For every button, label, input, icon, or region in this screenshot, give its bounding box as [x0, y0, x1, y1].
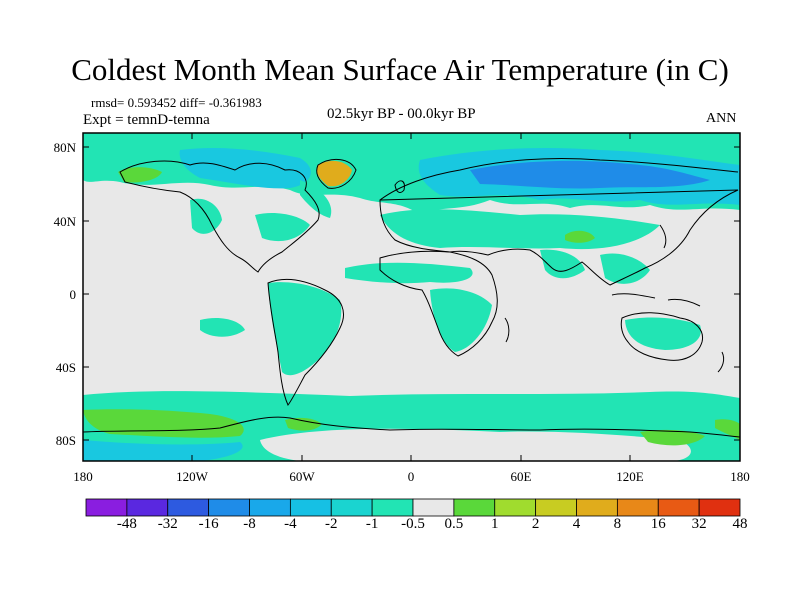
india-teal: [540, 249, 585, 279]
colorbar-label: -48: [116, 516, 137, 532]
colorbar-label: 4: [572, 516, 581, 532]
colorbar-swatch: [657, 498, 700, 517]
colorbar-swatch: [85, 498, 128, 517]
colorbar-swatch: [167, 498, 210, 517]
central-asia-green: [565, 230, 595, 243]
colorbar-label: 48: [732, 516, 748, 532]
antarctic-white-gap: [260, 428, 691, 461]
x-tick-label: 60W: [289, 469, 315, 484]
colorbar-label: -0.5: [401, 516, 425, 532]
colorbar-swatch: [126, 498, 169, 517]
coast-eurasia: [379, 157, 739, 286]
north-pacific-white-gap: [83, 185, 178, 223]
colorbar-label: 0.5: [444, 516, 464, 532]
x-tick-label: 120W: [176, 469, 208, 484]
africa-teal: [430, 288, 492, 352]
y-tick-label: 80N: [53, 140, 76, 155]
coast-indonesia: [611, 293, 701, 307]
colorbar-swatch: [698, 498, 741, 517]
south-america-teal: [268, 282, 342, 376]
canada-cyan-field: [179, 147, 311, 189]
colorbar-swatch: [616, 498, 659, 517]
period-text: 02.5kyr BP - 00.0kyr BP: [327, 106, 476, 122]
na-east-teal: [255, 213, 310, 242]
colorbar-swatch: [494, 498, 537, 517]
colorbar-swatch: [249, 498, 291, 517]
colorbar-label: -16: [198, 516, 219, 532]
weddell-green-field: [285, 417, 322, 431]
colorbar-label: 8: [613, 516, 622, 532]
colorbar-label: 32: [691, 516, 707, 532]
colorbar-swatch: [330, 498, 373, 517]
coast-greenland: [316, 158, 357, 189]
australia-teal: [625, 317, 701, 350]
coast-new-zealand: [717, 351, 725, 373]
coast-australia: [620, 312, 704, 361]
coast-africa: [379, 250, 498, 357]
x-tick-label: 180: [73, 469, 93, 484]
colorbar-swatch: [208, 498, 250, 517]
alaska-green-field: [118, 167, 162, 183]
north-africa-teal: [345, 262, 473, 284]
coast-uk: [394, 180, 405, 193]
antarctic-coast-cyan: [83, 440, 243, 461]
season-text: ANN: [706, 111, 737, 126]
rmsd-diff-text: rmsd= 0.593452 diff= -0.361983: [91, 95, 262, 110]
greenland-orange-field: [316, 160, 352, 187]
y-tick-label: 40N: [53, 214, 76, 229]
tick-marks: [82, 133, 741, 461]
x-tick-label: 60E: [510, 469, 532, 484]
map-title: Coldest Month Mean Surface Air Temperatu…: [71, 52, 729, 87]
colorbar-label: 2: [531, 516, 540, 532]
coastlines: [82, 157, 741, 438]
colorbar-label: -32: [157, 516, 178, 532]
siberia-blue-field: [470, 160, 710, 189]
coast-south-america: [267, 279, 344, 406]
colorbar-swatch: [453, 498, 496, 517]
experiment-text: Expt = temnD-temna: [83, 112, 210, 128]
colorbar-swatch: [412, 498, 455, 517]
coast-north-america: [119, 160, 320, 273]
colorbar: [85, 498, 741, 517]
y-tick-label: 40S: [55, 360, 76, 375]
colorbar-swatch: [535, 498, 577, 517]
na-west-teal: [190, 198, 222, 234]
colorbar-label: -1: [365, 516, 379, 532]
colorbar-label: -8: [243, 516, 256, 532]
x-tick-label: 120E: [616, 469, 644, 484]
east-antarctica-green: [640, 429, 705, 446]
coast-japan: [659, 224, 667, 249]
colorbar-label: -2: [325, 516, 338, 532]
colorbar-swatch: [289, 498, 332, 517]
y-tick-label: 0: [69, 287, 77, 302]
y-tick-label: 80S: [55, 433, 76, 448]
colorbar-swatch: [576, 498, 618, 517]
coast-madagascar: [504, 317, 510, 343]
coast-antarctica: [82, 416, 741, 438]
east-pacific-teal: [200, 318, 245, 337]
x-tick-label: 180: [730, 469, 750, 484]
colorbar-label: 1: [491, 516, 499, 532]
na-teal-strip: [300, 180, 332, 218]
colorbar-label: -4: [284, 516, 297, 532]
colorbar-swatch: [371, 498, 414, 517]
se-asia-teal: [600, 253, 650, 284]
x-tick-label: 0: [407, 469, 415, 484]
east-antarctica-green-2: [715, 419, 740, 440]
colorbar-label: 16: [650, 516, 666, 532]
